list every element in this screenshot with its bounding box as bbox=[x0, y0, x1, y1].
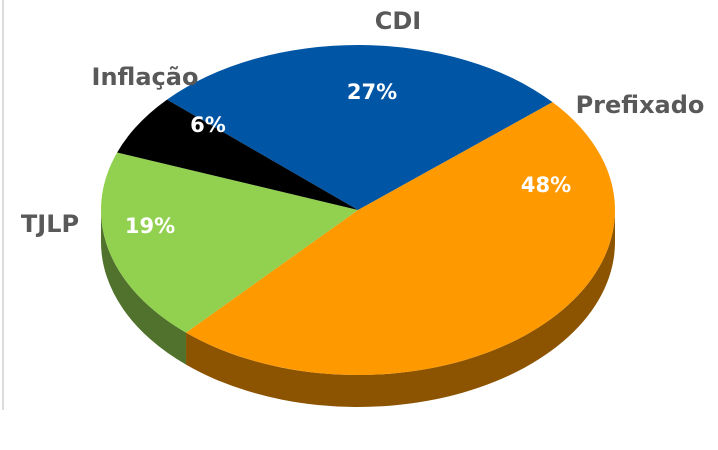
value-label: 19% bbox=[125, 214, 175, 238]
value-label: 27% bbox=[347, 80, 397, 104]
category-label: TJLP bbox=[21, 210, 79, 238]
pie-slice bbox=[101, 152, 359, 333]
pie-side bbox=[186, 210, 615, 407]
category-label: Inflação bbox=[92, 63, 199, 91]
pie-slice bbox=[167, 44, 553, 211]
category-label: Prefixado bbox=[576, 91, 705, 119]
pie-slice bbox=[117, 99, 358, 210]
pie-side bbox=[100, 210, 187, 365]
pie-faces bbox=[101, 44, 615, 376]
labels: CDI 27% Prefixado 48% TJLP 19% Inflação 6% bbox=[21, 7, 705, 238]
category-label: CDI bbox=[375, 7, 421, 35]
pie-slice bbox=[186, 102, 615, 376]
pie-sides bbox=[100, 210, 615, 407]
value-label: 48% bbox=[521, 173, 571, 197]
value-label: 6% bbox=[190, 113, 226, 137]
